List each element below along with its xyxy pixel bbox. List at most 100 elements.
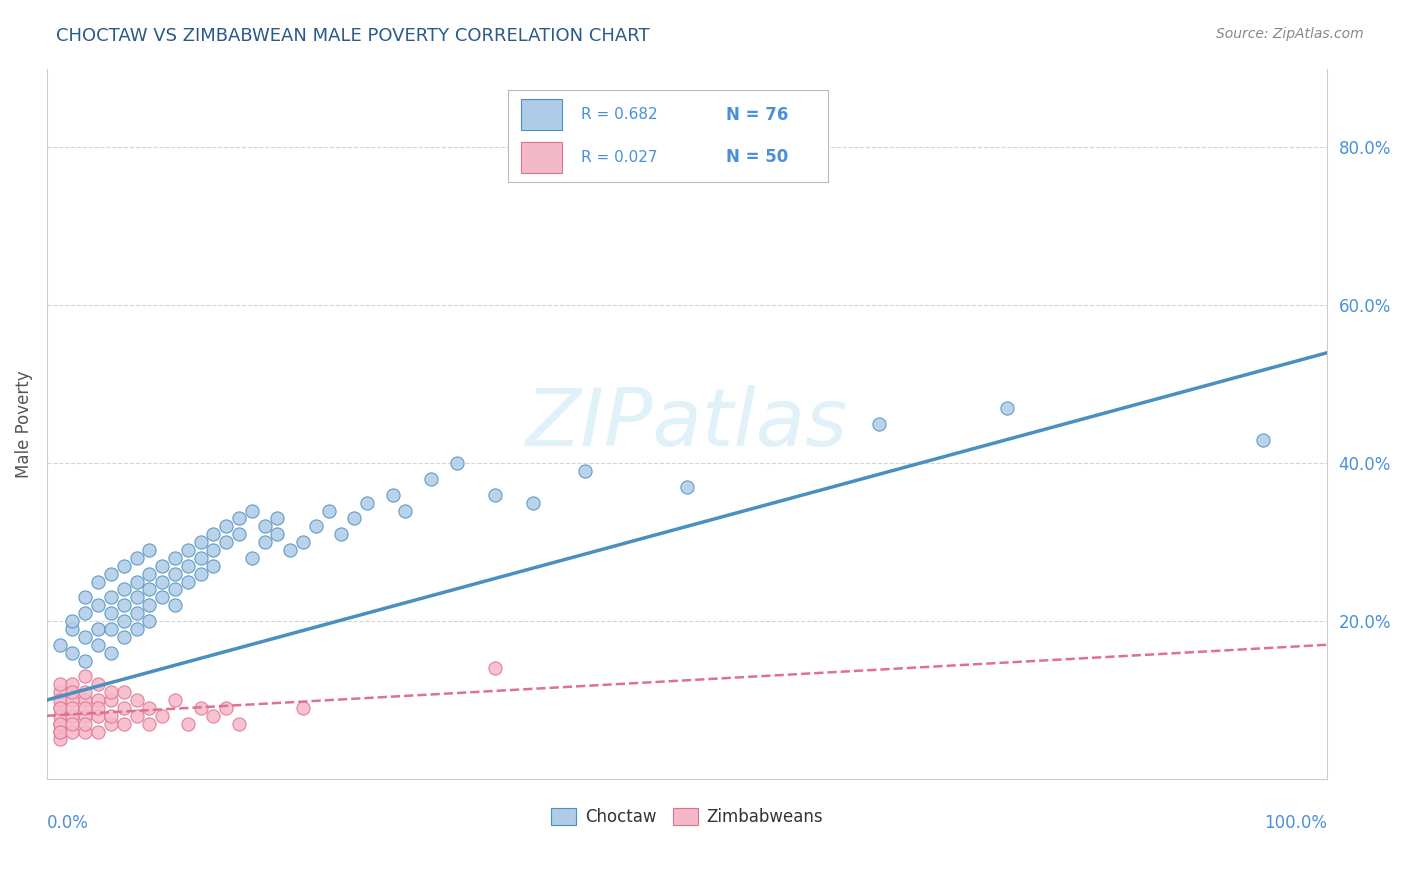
Point xyxy=(228,527,250,541)
Point xyxy=(278,543,301,558)
Point xyxy=(446,456,468,470)
Point xyxy=(48,701,70,715)
Point xyxy=(150,591,173,605)
Point xyxy=(62,693,84,707)
Point xyxy=(75,724,97,739)
Point xyxy=(100,685,122,699)
Point xyxy=(112,685,135,699)
Point xyxy=(394,503,416,517)
Point xyxy=(75,708,97,723)
Point xyxy=(343,511,366,525)
Point xyxy=(125,574,148,589)
Point xyxy=(484,488,506,502)
Point xyxy=(112,716,135,731)
Point xyxy=(266,511,288,525)
Point xyxy=(100,566,122,581)
Point xyxy=(138,582,160,597)
Point xyxy=(87,708,110,723)
Point xyxy=(291,701,314,715)
Point xyxy=(87,701,110,715)
Point xyxy=(100,716,122,731)
Point xyxy=(202,527,225,541)
Point xyxy=(330,527,353,541)
Point xyxy=(48,732,70,747)
Point xyxy=(868,417,890,431)
Point xyxy=(215,701,238,715)
Point xyxy=(125,693,148,707)
Point xyxy=(87,638,110,652)
Point xyxy=(100,646,122,660)
Point xyxy=(291,535,314,549)
Point xyxy=(100,606,122,620)
Point xyxy=(48,716,70,731)
Legend: Choctaw, Zimbabweans: Choctaw, Zimbabweans xyxy=(543,800,831,835)
Point xyxy=(522,496,544,510)
Point xyxy=(100,591,122,605)
Point xyxy=(228,511,250,525)
Point xyxy=(87,599,110,613)
Point xyxy=(190,566,212,581)
Point xyxy=(62,622,84,636)
Point xyxy=(87,574,110,589)
Point xyxy=(381,488,404,502)
Point xyxy=(138,599,160,613)
Point xyxy=(995,401,1018,415)
Point xyxy=(48,677,70,691)
Point xyxy=(163,566,186,581)
Point xyxy=(62,677,84,691)
Point xyxy=(150,574,173,589)
Point xyxy=(484,661,506,675)
Point xyxy=(75,591,97,605)
Point xyxy=(215,535,238,549)
Point xyxy=(266,527,288,541)
Point xyxy=(100,622,122,636)
Point xyxy=(202,543,225,558)
Point xyxy=(190,550,212,565)
Point xyxy=(240,550,263,565)
Point xyxy=(48,724,70,739)
Point xyxy=(138,614,160,628)
Point xyxy=(138,566,160,581)
Point xyxy=(150,558,173,573)
Point xyxy=(75,716,97,731)
Point xyxy=(177,716,200,731)
Point xyxy=(202,558,225,573)
Point xyxy=(112,582,135,597)
Point xyxy=(48,724,70,739)
Point xyxy=(202,708,225,723)
Point xyxy=(125,550,148,565)
Point xyxy=(676,480,699,494)
Point xyxy=(112,558,135,573)
Point xyxy=(177,558,200,573)
Point xyxy=(48,708,70,723)
Point xyxy=(125,591,148,605)
Text: 100.0%: 100.0% xyxy=(1264,814,1327,832)
Point xyxy=(177,543,200,558)
Point xyxy=(75,653,97,667)
Point xyxy=(190,701,212,715)
Point xyxy=(253,535,276,549)
Point xyxy=(87,622,110,636)
Point xyxy=(62,724,84,739)
Point xyxy=(305,519,328,533)
Text: Source: ZipAtlas.com: Source: ZipAtlas.com xyxy=(1216,27,1364,41)
Point xyxy=(420,472,443,486)
Point xyxy=(100,708,122,723)
Point xyxy=(87,693,110,707)
Point xyxy=(112,701,135,715)
Point xyxy=(240,503,263,517)
Point xyxy=(62,708,84,723)
Point xyxy=(100,693,122,707)
Point xyxy=(75,630,97,644)
Point xyxy=(62,716,84,731)
Point xyxy=(75,701,97,715)
Point xyxy=(253,519,276,533)
Point xyxy=(112,630,135,644)
Point xyxy=(190,535,212,549)
Point xyxy=(318,503,340,517)
Y-axis label: Male Poverty: Male Poverty xyxy=(15,370,32,477)
Point xyxy=(163,599,186,613)
Point xyxy=(75,685,97,699)
Point xyxy=(150,708,173,723)
Point xyxy=(125,708,148,723)
